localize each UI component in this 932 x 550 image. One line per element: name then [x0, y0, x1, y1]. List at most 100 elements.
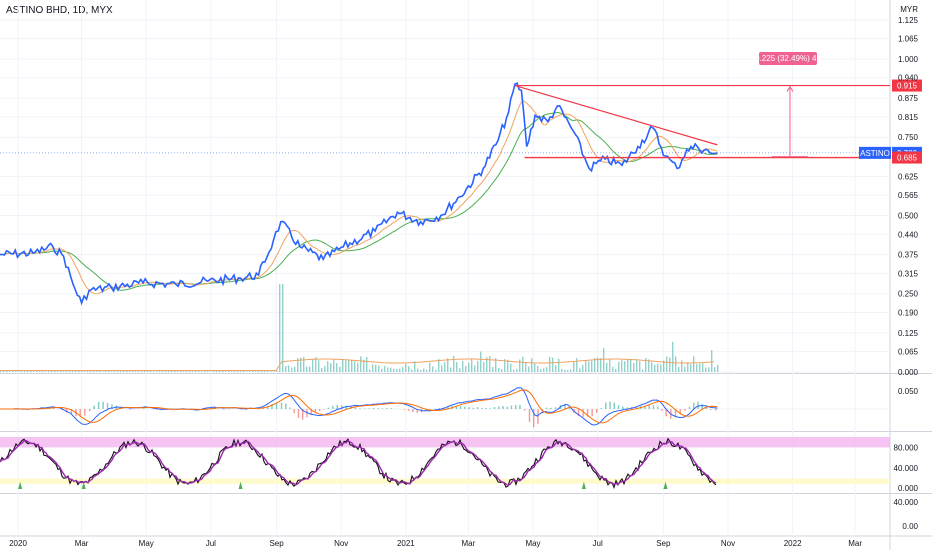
volume-bar	[651, 362, 653, 372]
x-tick-label: May	[139, 539, 154, 548]
volume-bar	[357, 362, 359, 372]
volume-bar	[519, 359, 521, 372]
macd-histogram-bar	[289, 407, 291, 409]
volume-bar	[351, 360, 353, 372]
volume-bar	[477, 360, 479, 372]
volume-bar	[111, 371, 113, 372]
volume-bar	[231, 371, 233, 372]
symbol-tag: ASTINO	[860, 149, 890, 158]
volume-bar	[480, 351, 482, 372]
macd-histogram-bar	[537, 409, 539, 424]
volume-bar	[282, 284, 284, 372]
macd-histogram-bar	[79, 409, 81, 417]
signal-line	[0, 389, 718, 424]
volume-bar	[12, 370, 14, 372]
volume-bar	[546, 367, 548, 372]
x-tick-label: Nov	[721, 539, 735, 548]
macd-histogram-bar	[412, 409, 414, 412]
volume-bar	[72, 370, 74, 372]
volume-bar	[483, 362, 485, 372]
macd-histogram-bar	[407, 409, 410, 411]
volume-bar	[324, 366, 326, 372]
volume-bar	[516, 368, 518, 372]
volume-bar	[621, 360, 623, 372]
volume-bar	[528, 366, 530, 372]
volume-bar	[228, 370, 230, 372]
volume-bar	[303, 356, 305, 372]
volume-bar	[348, 359, 350, 372]
macd-histogram-bar	[84, 409, 86, 416]
volume-bar	[633, 363, 635, 372]
macd-histogram-bar	[600, 408, 602, 409]
volume-bar	[645, 357, 647, 372]
volume-bar	[342, 359, 344, 372]
volume-bar	[270, 371, 272, 372]
volume-bar	[354, 361, 356, 372]
volume-bar	[330, 363, 332, 372]
volume-bar	[297, 358, 299, 372]
macd-histogram-bar	[582, 409, 584, 417]
volume-bar	[240, 370, 242, 372]
x-tick-label: 2020	[9, 539, 27, 548]
macd-histogram-bar	[661, 409, 663, 411]
oversold-marker	[581, 481, 586, 489]
macd-histogram-bar	[327, 407, 330, 409]
volume-bar	[261, 370, 263, 372]
volume-bar	[117, 371, 119, 372]
volume-bar	[555, 365, 557, 372]
volume-bar	[492, 367, 494, 372]
volume-bar	[609, 358, 611, 372]
volume-bar	[195, 370, 197, 372]
macd-histogram-bar	[318, 409, 321, 412]
volume-bar	[276, 370, 278, 372]
volume-bar	[138, 371, 140, 372]
volume-bar	[300, 357, 302, 372]
volume-bar	[90, 370, 92, 372]
measure-label: 0.225 (32.49%) 45	[755, 54, 821, 63]
volume-bar	[486, 357, 488, 372]
volume-bar	[369, 369, 371, 372]
macd-histogram-bar	[648, 405, 650, 409]
macd-histogram-bar	[652, 405, 655, 409]
volume-bar	[285, 366, 287, 372]
volume-bar	[450, 367, 452, 372]
volume-bar	[327, 361, 329, 372]
volume-bar	[378, 365, 380, 372]
volume-bar	[462, 360, 464, 372]
volume-bar	[180, 371, 182, 372]
volume-bar	[51, 370, 53, 372]
macd-histogram-bar	[323, 409, 325, 410]
extra-pane-tick-label: 0.00	[902, 522, 918, 531]
volume-bar	[210, 371, 212, 372]
volume-bar	[87, 370, 89, 372]
volume-bar	[627, 358, 629, 372]
macd-histogram-bar	[416, 409, 418, 413]
macd-histogram-bar	[697, 401, 699, 409]
target-price-tag-box	[892, 79, 922, 92]
volume-bar	[294, 366, 296, 372]
macd-histogram-bar	[506, 406, 508, 409]
volume-bar	[570, 369, 572, 372]
macd-histogram-bar	[605, 402, 607, 409]
price-tick-label: 0.440	[898, 230, 919, 239]
volume-bar	[234, 370, 236, 372]
price-tick-label: 1.000	[898, 55, 919, 64]
volume-bar	[147, 370, 149, 372]
macd-histogram-bar	[403, 409, 406, 410]
volume-bar	[48, 370, 50, 372]
macd-histogram-bar	[498, 406, 500, 409]
macd-histogram-bar	[129, 409, 131, 410]
x-tick-label: Nov	[334, 539, 348, 548]
volume-bar	[33, 370, 35, 372]
volume-bar	[366, 357, 368, 372]
volume-bar	[420, 369, 422, 372]
macd-histogram-bar	[705, 407, 708, 409]
volume-bar	[312, 359, 314, 372]
symbol-tag-box	[859, 146, 891, 159]
volume-bar	[612, 366, 614, 372]
volume-bar	[444, 362, 446, 372]
price-tick-label: 0.750	[898, 133, 919, 142]
volume-bar	[219, 370, 221, 372]
volume-bar	[534, 363, 536, 372]
